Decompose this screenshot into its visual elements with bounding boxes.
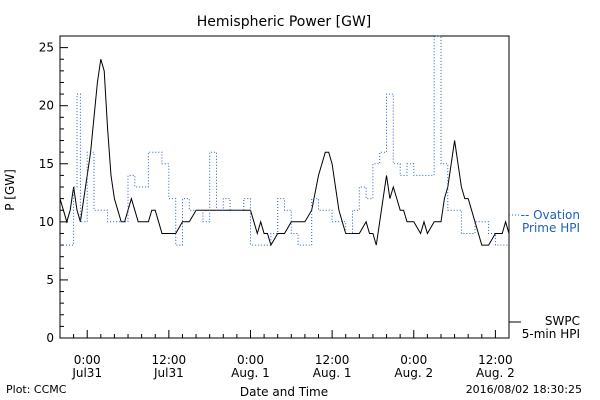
x-tick-label-date: Aug. 1 [231, 366, 270, 380]
x-tick-label-date: Jul31 [71, 366, 102, 380]
x-tick-label-date: Aug. 1 [313, 366, 352, 380]
x-tick-label-time: 0:00 [400, 353, 427, 367]
x-tick-label-time: 12:00 [478, 353, 513, 367]
series-ovation-line [60, 35, 509, 246]
x-tick-label-time: 0:00 [237, 353, 264, 367]
y-tick-label: 0 [46, 331, 54, 345]
legend-ovation-line1: -- Ovation [521, 208, 580, 222]
x-tick-label-date: Jul31 [153, 366, 184, 380]
y-tick-label: 5 [46, 273, 54, 287]
y-tick-label: 15 [39, 157, 54, 171]
x-tick-label-date: Aug. 2 [394, 366, 433, 380]
x-tick-label-date: Aug. 2 [476, 366, 515, 380]
legend-ovation-line2: Prime HPI [522, 221, 580, 235]
x-tick-label-time: 12:00 [315, 353, 350, 367]
x-tick-label-time: 0:00 [74, 353, 101, 367]
legend-swpc-line2: 5-min HPI [522, 327, 580, 341]
series-layer [59, 35, 510, 247]
legend-swpc-line1: SWPC [545, 314, 580, 328]
y-tick-label: 10 [39, 215, 54, 229]
series-swpc-line [59, 59, 510, 247]
plot-frame [59, 35, 510, 339]
x-axis-label: Date and Time [240, 385, 328, 399]
chart-title: Hemispheric Power [GW] [197, 14, 372, 30]
x-tick-label-time: 12:00 [152, 353, 187, 367]
plot-credit: Plot: CCMC [6, 383, 67, 396]
y-axis-label: P [GW] [3, 169, 17, 211]
plot-timestamp: 2016/08/02 18:30:25 [465, 383, 582, 396]
y-tick-label: 20 [39, 99, 54, 113]
legend: -- Ovation Prime HPI SWPC 5-min HPI [509, 208, 580, 341]
y-tick-label: 25 [39, 41, 54, 55]
